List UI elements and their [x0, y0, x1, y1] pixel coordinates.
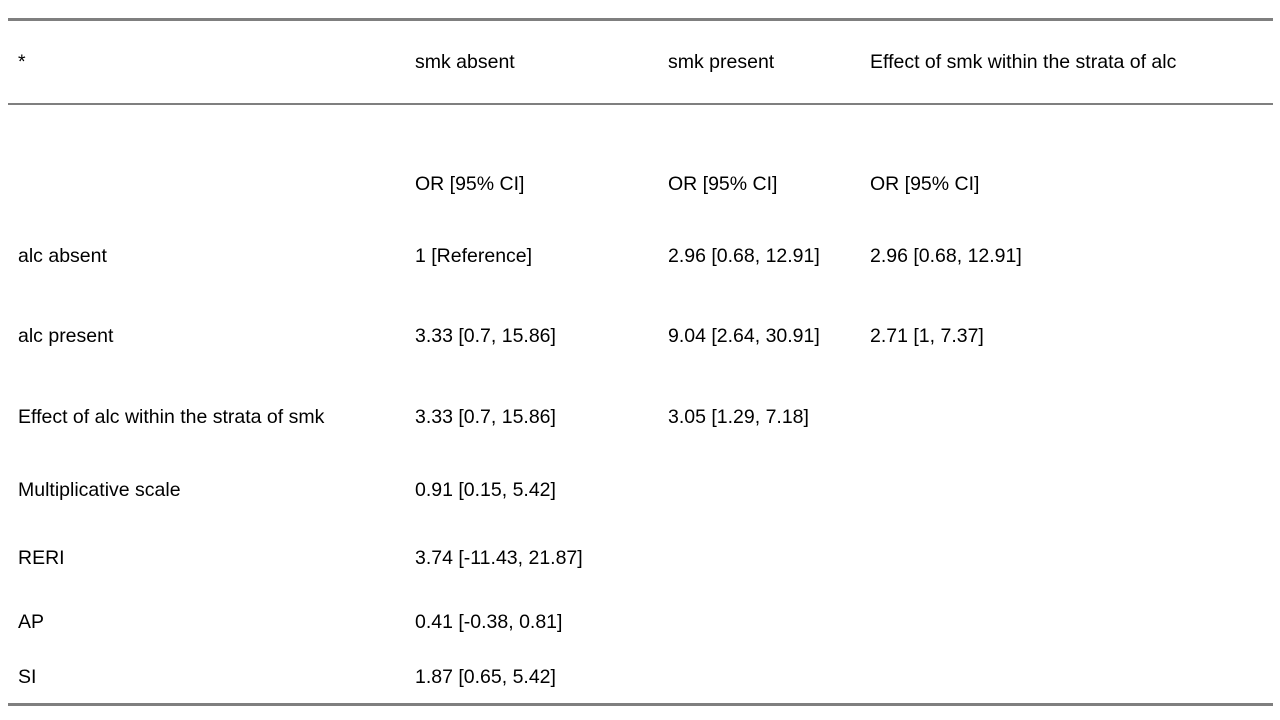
row-label: alc present	[18, 325, 114, 347]
header-row: * smk absent smk present Effect of smk w…	[8, 19, 1273, 105]
value-smk-present: 3.05 [1.29, 7.18]	[668, 406, 809, 428]
value-effect-of-smk	[860, 456, 1273, 524]
row-label: RERI	[18, 546, 65, 569]
value-smk-present	[658, 592, 860, 652]
spacer-row	[8, 104, 1273, 150]
row-label: SI	[18, 666, 37, 688]
row-label: Effect of alc within the strata of smk	[18, 406, 325, 428]
value-smk-present: OR [95% CI]	[668, 172, 778, 195]
value-effect-of-smk	[860, 524, 1273, 592]
value-effect-of-smk: 2.96 [0.68, 12.91]	[870, 244, 1022, 267]
row-multiplicative-scale: Multiplicative scale 0.91 [0.15, 5.42]	[8, 456, 1273, 524]
value-effect-of-smk: OR [95% CI]	[870, 172, 980, 195]
value-smk-present	[658, 456, 860, 524]
value-smk-present	[658, 652, 860, 705]
table-header: * smk absent smk present Effect of smk w…	[8, 19, 1273, 105]
value-smk-absent: 1.87 [0.65, 5.42]	[415, 666, 556, 688]
value-effect-of-smk: 2.71 [1, 7.37]	[870, 325, 984, 347]
header-effect-of-smk: Effect of smk within the strata of alc	[860, 19, 1273, 105]
row-label	[8, 150, 405, 218]
table-body: OR [95% CI] OR [95% CI] OR [95% CI] alc …	[8, 104, 1273, 705]
row-reri: RERI 3.74 [-11.43, 21.87]	[8, 524, 1273, 592]
value-smk-present: 2.96 [0.68, 12.91]	[668, 244, 820, 267]
header-asterisk: *	[8, 19, 405, 105]
value-effect-of-smk	[860, 652, 1273, 705]
value-effect-of-smk	[860, 379, 1273, 456]
interaction-results-table: * smk absent smk present Effect of smk w…	[8, 18, 1273, 706]
value-smk-absent: 0.91 [0.15, 5.42]	[415, 478, 556, 501]
value-smk-absent: 0.41 [-0.38, 0.81]	[415, 610, 563, 633]
row-ap: AP 0.41 [-0.38, 0.81]	[8, 592, 1273, 652]
row-label: alc absent	[18, 244, 107, 267]
row-si: SI 1.87 [0.65, 5.42]	[8, 652, 1273, 705]
value-smk-absent: 3.74 [-11.43, 21.87]	[415, 546, 583, 569]
value-smk-absent: 1 [Reference]	[415, 244, 533, 267]
header-smk-absent: smk absent	[405, 19, 658, 105]
value-smk-absent: 3.33 [0.7, 15.86]	[415, 325, 556, 347]
value-effect-of-smk	[860, 592, 1273, 652]
value-smk-present	[658, 524, 860, 592]
row-effect-of-alc: Effect of alc within the strata of smk 3…	[8, 379, 1273, 456]
value-smk-present: 9.04 [2.64, 30.91]	[668, 325, 820, 347]
row-alc-absent: alc absent 1 [Reference] 2.96 [0.68, 12.…	[8, 218, 1273, 294]
value-smk-absent: OR [95% CI]	[415, 172, 525, 195]
value-smk-absent: 3.33 [0.7, 15.86]	[415, 406, 556, 428]
row-or-ci-subheader: OR [95% CI] OR [95% CI] OR [95% CI]	[8, 150, 1273, 218]
row-label: AP	[18, 610, 45, 633]
row-label: Multiplicative scale	[18, 478, 181, 501]
header-smk-present: smk present	[658, 19, 860, 105]
row-alc-present: alc present 3.33 [0.7, 15.86] 9.04 [2.64…	[8, 294, 1273, 379]
